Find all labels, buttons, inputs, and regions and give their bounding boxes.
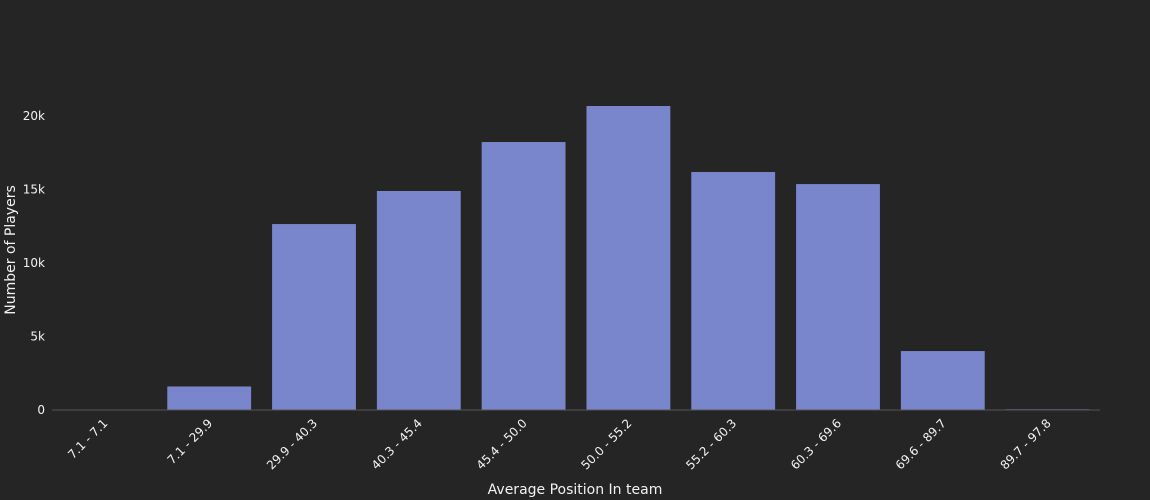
bar: [167, 386, 252, 410]
y-tick-label: 0: [37, 403, 45, 417]
bar: [586, 106, 671, 411]
y-tick-label: 15k: [23, 183, 45, 197]
bar: [272, 224, 356, 410]
bar: [376, 190, 461, 410]
bar: [691, 172, 776, 410]
y-axis-title: Number of Players: [3, 185, 19, 315]
y-tick-label: 5k: [30, 330, 45, 344]
bar: [796, 184, 880, 410]
bar: [481, 142, 566, 410]
bar: [900, 351, 985, 410]
x-axis-title: Average Position In team: [488, 482, 663, 498]
y-tick-label: 10k: [23, 256, 45, 270]
y-tick-label: 20k: [23, 109, 45, 123]
